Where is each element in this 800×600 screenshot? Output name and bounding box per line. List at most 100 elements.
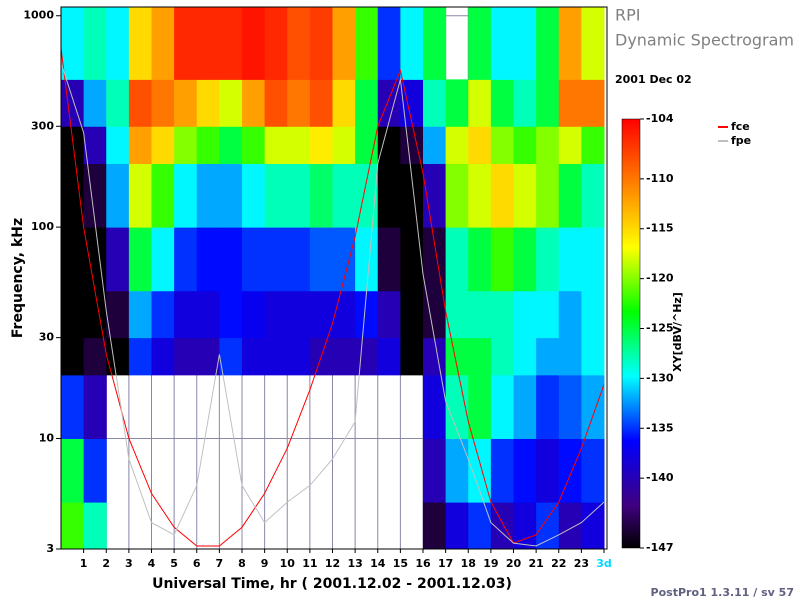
cell [513,7,537,80]
cell [106,227,130,292]
cell [61,126,85,164]
y-tick-label: 1000 [23,9,54,22]
x-tick-label: 1 [80,557,88,570]
cell [242,7,266,80]
cell [83,79,107,127]
cell [490,438,514,503]
cell [581,79,605,127]
cell [61,227,85,292]
cell [61,290,85,339]
cell [377,126,401,164]
cell [61,502,85,550]
colorbar-tick-label: -125 [646,322,674,335]
cell [151,7,175,80]
cell [219,290,243,339]
heatmap [61,7,605,550]
colorbar-tick-label: -115 [646,222,674,235]
cell [445,227,469,292]
cell [83,163,107,228]
cell [332,290,356,339]
cell [400,163,424,228]
cell [242,126,266,164]
cell [61,7,85,80]
cell [151,163,175,228]
cell [309,227,333,292]
x-tick-label: 18 [461,557,476,570]
cell [83,227,107,292]
cell [581,502,605,550]
cell [196,227,220,292]
cell [287,163,311,228]
cell [128,163,152,228]
colorbar-tick-label: -104 [646,112,674,125]
cell [558,126,582,164]
cell [355,290,379,339]
cell [174,7,198,80]
cell [581,438,605,503]
cell [445,374,469,439]
cell [400,227,424,292]
cell [287,290,311,339]
cell [423,502,447,550]
cell [445,126,469,164]
x-tick-label: 21 [528,557,543,570]
x-tick-label: 11 [302,557,317,570]
cell [242,163,266,228]
cell [242,227,266,292]
cell [196,79,220,127]
cell [242,290,266,339]
cell [423,79,447,127]
x-tick-label: 20 [506,557,522,570]
y-tick-label: 300 [31,119,54,132]
cell [558,163,582,228]
cell [513,290,537,339]
cell [513,79,537,127]
cell [106,79,130,127]
cell [513,126,537,164]
cell [264,79,288,127]
cell [174,290,198,339]
cell [513,227,537,292]
cell [445,337,469,376]
cell [536,290,560,339]
cell [196,290,220,339]
cell [400,7,424,80]
cell [128,126,152,164]
cell [400,126,424,164]
x-tick-label: 3d [596,557,612,570]
colorbar-tick-label: -147 [646,541,674,554]
cell [355,163,379,228]
legend-label: fpe [731,134,751,147]
cell [468,126,492,164]
cell [581,374,605,439]
cell [128,79,152,127]
colorbar-tick-label: -135 [646,421,674,434]
cell [61,438,85,503]
cell [242,337,266,376]
cell [423,227,447,292]
cell [468,438,492,503]
cell [468,290,492,339]
cell [83,438,107,503]
x-tick-label: 15 [393,557,408,570]
y-axis-label: Frequency, kHz [10,218,26,338]
x-tick-label: 7 [216,557,224,570]
cell [83,126,107,164]
cell [513,337,537,376]
cell [423,7,447,80]
cell [581,7,605,80]
cell [151,79,175,127]
cell [174,79,198,127]
x-tick-label: 8 [238,557,246,570]
cell [423,438,447,503]
cell [468,7,492,80]
cell [377,337,401,376]
cell [61,374,85,439]
cell [128,337,152,376]
cell [219,79,243,127]
cell [309,79,333,127]
cell [332,337,356,376]
cell [400,79,424,127]
cell [332,227,356,292]
